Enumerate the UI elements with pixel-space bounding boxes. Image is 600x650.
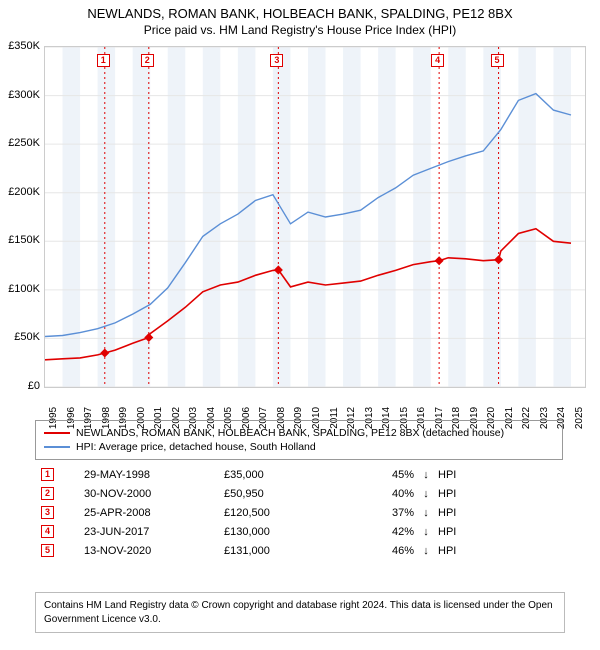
- y-tick-label: £300K: [0, 89, 40, 101]
- sale-pct: 40%: [334, 488, 414, 500]
- chart-plot-area: [44, 46, 586, 388]
- y-tick-label: £350K: [0, 40, 40, 52]
- legend-swatch: [44, 446, 70, 448]
- legend-label: NEWLANDS, ROMAN BANK, HOLBEACH BANK, SPA…: [76, 427, 504, 439]
- sale-price: £120,500: [224, 507, 334, 519]
- sales-table: 129-MAY-1998£35,00045%↓HPI230-NOV-2000£5…: [35, 465, 563, 560]
- sale-date: 13-NOV-2020: [54, 545, 224, 557]
- sale-marker-3: 3: [270, 54, 283, 67]
- sale-price: £130,000: [224, 526, 334, 538]
- sale-index-box: 3: [41, 506, 54, 519]
- sale-marker-1: 1: [97, 54, 110, 67]
- down-arrow-icon: ↓: [414, 469, 438, 481]
- sale-date: 25-APR-2008: [54, 507, 224, 519]
- sale-marker-2: 2: [141, 54, 154, 67]
- sales-row: 230-NOV-2000£50,95040%↓HPI: [35, 484, 563, 503]
- sale-marker-4: 4: [431, 54, 444, 67]
- sale-date: 29-MAY-1998: [54, 469, 224, 481]
- down-arrow-icon: ↓: [414, 545, 438, 557]
- sale-index-box: 1: [41, 468, 54, 481]
- sale-vs-label: HPI: [438, 507, 478, 519]
- sale-vs-label: HPI: [438, 526, 478, 538]
- sale-price: £50,950: [224, 488, 334, 500]
- sales-row: 129-MAY-1998£35,00045%↓HPI: [35, 465, 563, 484]
- sale-index-box: 5: [41, 544, 54, 557]
- y-tick-label: £0: [0, 380, 40, 392]
- sale-date: 23-JUN-2017: [54, 526, 224, 538]
- x-tick-label: 2025: [574, 407, 585, 429]
- sale-price: £35,000: [224, 469, 334, 481]
- y-tick-label: £250K: [0, 137, 40, 149]
- sale-price: £131,000: [224, 545, 334, 557]
- sale-index-box: 2: [41, 487, 54, 500]
- y-tick-label: £200K: [0, 186, 40, 198]
- legend-item: HPI: Average price, detached house, Sout…: [44, 440, 554, 454]
- sale-vs-label: HPI: [438, 469, 478, 481]
- sale-pct: 45%: [334, 469, 414, 481]
- down-arrow-icon: ↓: [414, 488, 438, 500]
- legend-label: HPI: Average price, detached house, Sout…: [76, 441, 316, 453]
- attribution-footer: Contains HM Land Registry data © Crown c…: [35, 592, 565, 633]
- sale-index-box: 4: [41, 525, 54, 538]
- chart-legend: NEWLANDS, ROMAN BANK, HOLBEACH BANK, SPA…: [35, 420, 563, 460]
- down-arrow-icon: ↓: [414, 507, 438, 519]
- y-tick-label: £100K: [0, 283, 40, 295]
- sale-vs-label: HPI: [438, 488, 478, 500]
- sale-date: 30-NOV-2000: [54, 488, 224, 500]
- y-tick-label: £150K: [0, 234, 40, 246]
- sale-vs-label: HPI: [438, 545, 478, 557]
- legend-item: NEWLANDS, ROMAN BANK, HOLBEACH BANK, SPA…: [44, 426, 554, 440]
- down-arrow-icon: ↓: [414, 526, 438, 538]
- sales-row: 325-APR-2008£120,50037%↓HPI: [35, 503, 563, 522]
- chart-subtitle: Price paid vs. HM Land Registry's House …: [0, 23, 600, 41]
- sale-pct: 42%: [334, 526, 414, 538]
- sales-row: 513-NOV-2020£131,00046%↓HPI: [35, 541, 563, 560]
- sale-pct: 37%: [334, 507, 414, 519]
- chart-title: NEWLANDS, ROMAN BANK, HOLBEACH BANK, SPA…: [0, 0, 600, 23]
- sale-pct: 46%: [334, 545, 414, 557]
- y-tick-label: £50K: [0, 331, 40, 343]
- legend-swatch: [44, 432, 70, 434]
- sale-marker-5: 5: [491, 54, 504, 67]
- sales-row: 423-JUN-2017£130,00042%↓HPI: [35, 522, 563, 541]
